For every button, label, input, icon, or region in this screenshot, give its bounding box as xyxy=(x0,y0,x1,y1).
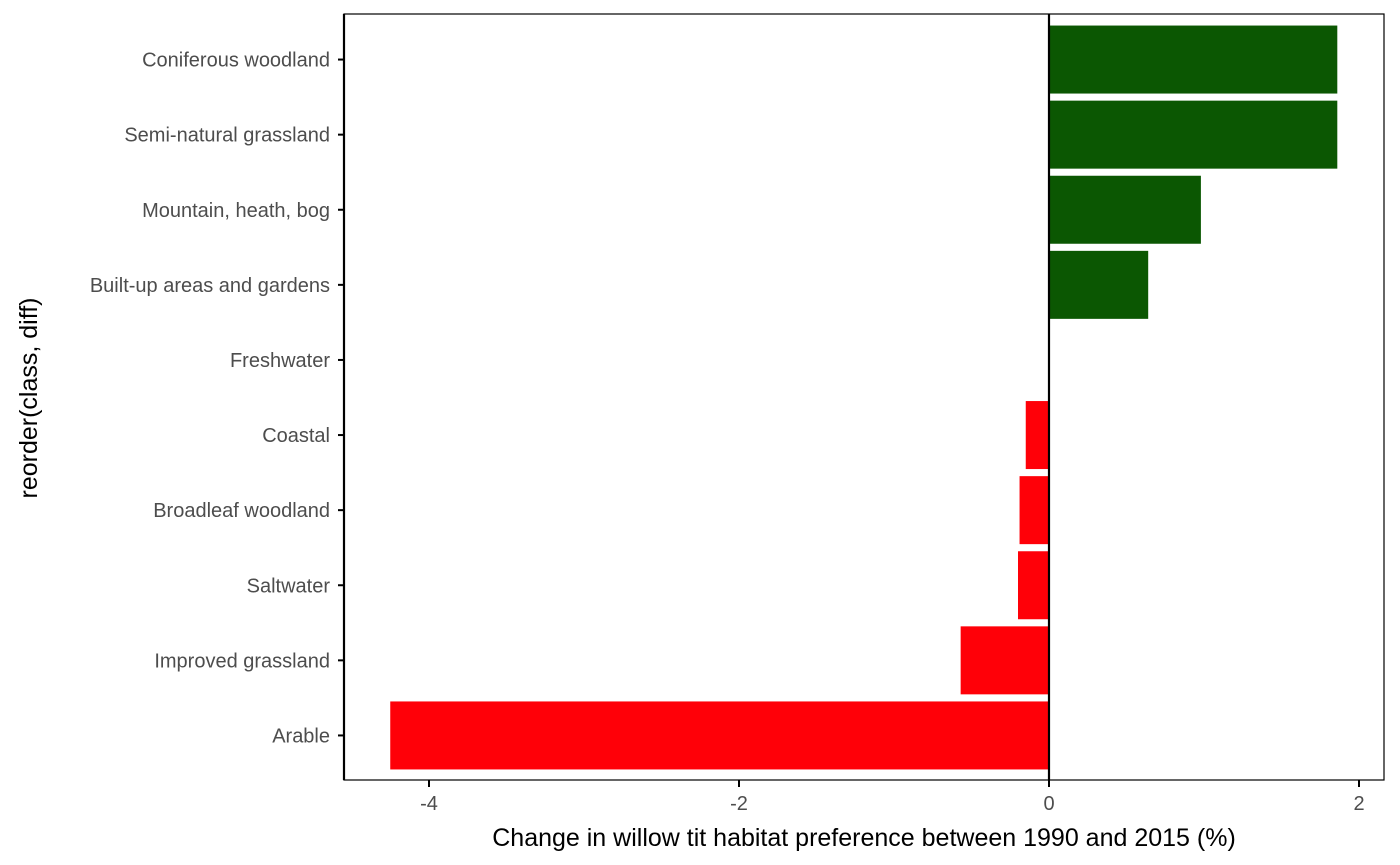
bar-broadleaf-woodland xyxy=(1019,476,1049,545)
y-tick-label: Arable xyxy=(272,725,330,747)
bar-coastal xyxy=(1025,401,1049,470)
x-tick-label: -2 xyxy=(730,793,748,815)
x-tick-label: -4 xyxy=(420,793,438,815)
bar-built-up-areas-and-gardens xyxy=(1049,250,1149,319)
y-tick-label: Built-up areas and gardens xyxy=(90,275,330,297)
x-axis: -4 -2 0 2 xyxy=(420,780,1365,815)
y-axis: Coniferous woodland Semi-natural grasslan… xyxy=(90,50,344,747)
y-tick-label: Semi-natural grassland xyxy=(124,125,330,147)
x-tick-label: 2 xyxy=(1353,793,1364,815)
bar-arable xyxy=(390,701,1049,770)
plot-frame xyxy=(342,13,1385,781)
y-tick-label: Mountain, heath, bog xyxy=(142,200,330,222)
bar-coniferous-woodland xyxy=(1049,25,1338,94)
bar-improved-grassland xyxy=(960,626,1049,695)
bar-mountain-heath-bog xyxy=(1049,175,1201,244)
x-axis-title: Change in willow tit habitat preference … xyxy=(492,824,1236,852)
y-tick-label: Saltwater xyxy=(247,575,331,597)
y-tick-label: Coastal xyxy=(262,425,330,447)
y-tick-label: Improved grassland xyxy=(154,650,330,672)
y-tick-label: Freshwater xyxy=(230,350,330,372)
x-tick-label: 0 xyxy=(1043,793,1054,815)
y-axis-title: reorder(class, diff) xyxy=(15,298,43,499)
bars-layer xyxy=(390,25,1338,770)
bar-semi-natural-grassland xyxy=(1049,100,1338,169)
y-tick-label: Broadleaf woodland xyxy=(153,500,330,522)
bar-saltwater xyxy=(1018,551,1049,620)
y-tick-label: Coniferous woodland xyxy=(142,50,330,72)
